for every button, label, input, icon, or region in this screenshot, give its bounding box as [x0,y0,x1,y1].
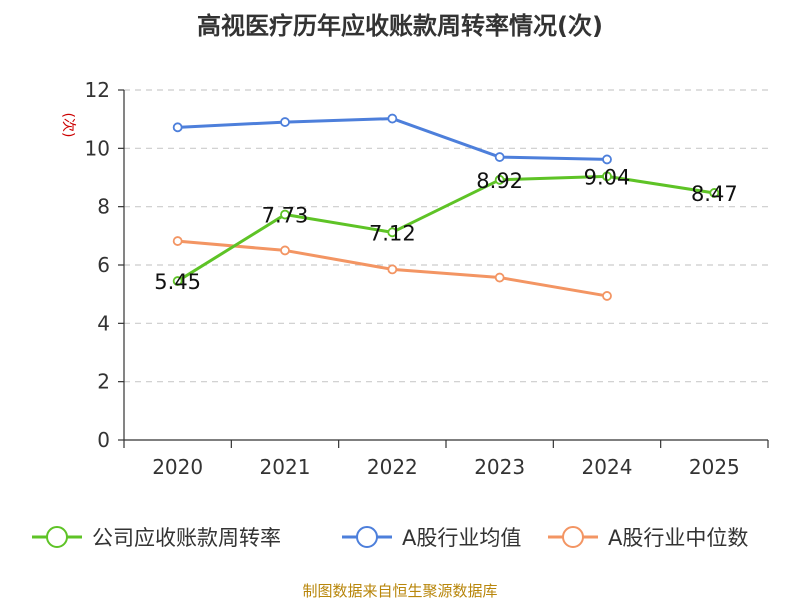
legend-marker [562,526,584,548]
data-point [602,291,612,301]
legend-item[interactable]: 公司应收账款周转率 [32,526,281,550]
x-tick-label: 2024 [582,455,633,479]
data-point [387,227,398,238]
data-point [602,171,612,182]
chart-title: 高视医疗历年应收账款周转率情况(次) [197,12,603,40]
x-tick-label: 2021 [260,455,311,479]
legend[interactable]: 公司应收账款周转率 A股行业均值 A股行业中位数 [32,526,748,550]
y-tick-label: 8 [97,195,110,219]
data-point [387,113,398,124]
legend-label: A股行业均值 [402,526,521,550]
data-label: 7.73 [262,204,309,228]
data-label: 8.92 [476,169,523,193]
x-tick-label: 2025 [689,455,740,479]
series-group [172,113,720,301]
data-point [494,272,505,283]
source-note: 制图数据来自恒生聚源数据库 [302,582,497,600]
legend-marker [46,526,68,548]
data-point [494,174,505,185]
data-label: 9.04 [584,165,631,189]
y-tick-label: 6 [97,253,110,277]
data-point [709,188,720,198]
data-labels: 5.45 7.73 7.12 8.92 9.04 8.47 [154,165,737,294]
data-label: 8.47 [691,182,738,206]
legend-item[interactable]: A股行业中位数 [548,526,748,550]
y-tick-label: 2 [97,370,110,394]
data-point [172,276,183,286]
data-point [387,264,398,275]
data-point [602,154,612,165]
y-tick-label: 10 [85,136,110,160]
gridlines [124,89,768,383]
data-point [494,152,505,162]
series-line [177,117,608,161]
y-tick-label: 0 [97,428,110,452]
data-point [280,209,290,220]
y-tick-label: 12 [85,78,110,102]
data-point [280,117,290,127]
axes: 0 2 4 6 8 10 12 2020 2021 2022 2023 2024 2025 [85,78,769,479]
data-label: 5.45 [154,270,201,294]
y-axis-label: (次) [60,113,76,138]
data-point [280,245,290,256]
data-label: 7.12 [369,221,416,245]
x-tick-label: 2023 [474,455,525,479]
x-tick-label: 2020 [152,455,203,479]
legend-label: A股行业中位数 [608,526,748,550]
x-tick-label: 2022 [367,455,418,479]
data-point [172,122,183,133]
series-line [176,174,715,283]
legend-label: 公司应收账款周转率 [92,526,281,550]
y-tick-label: 4 [97,311,110,335]
data-point [172,236,183,246]
legend-marker [356,526,378,548]
legend-item[interactable]: A股行业均值 [342,526,521,550]
